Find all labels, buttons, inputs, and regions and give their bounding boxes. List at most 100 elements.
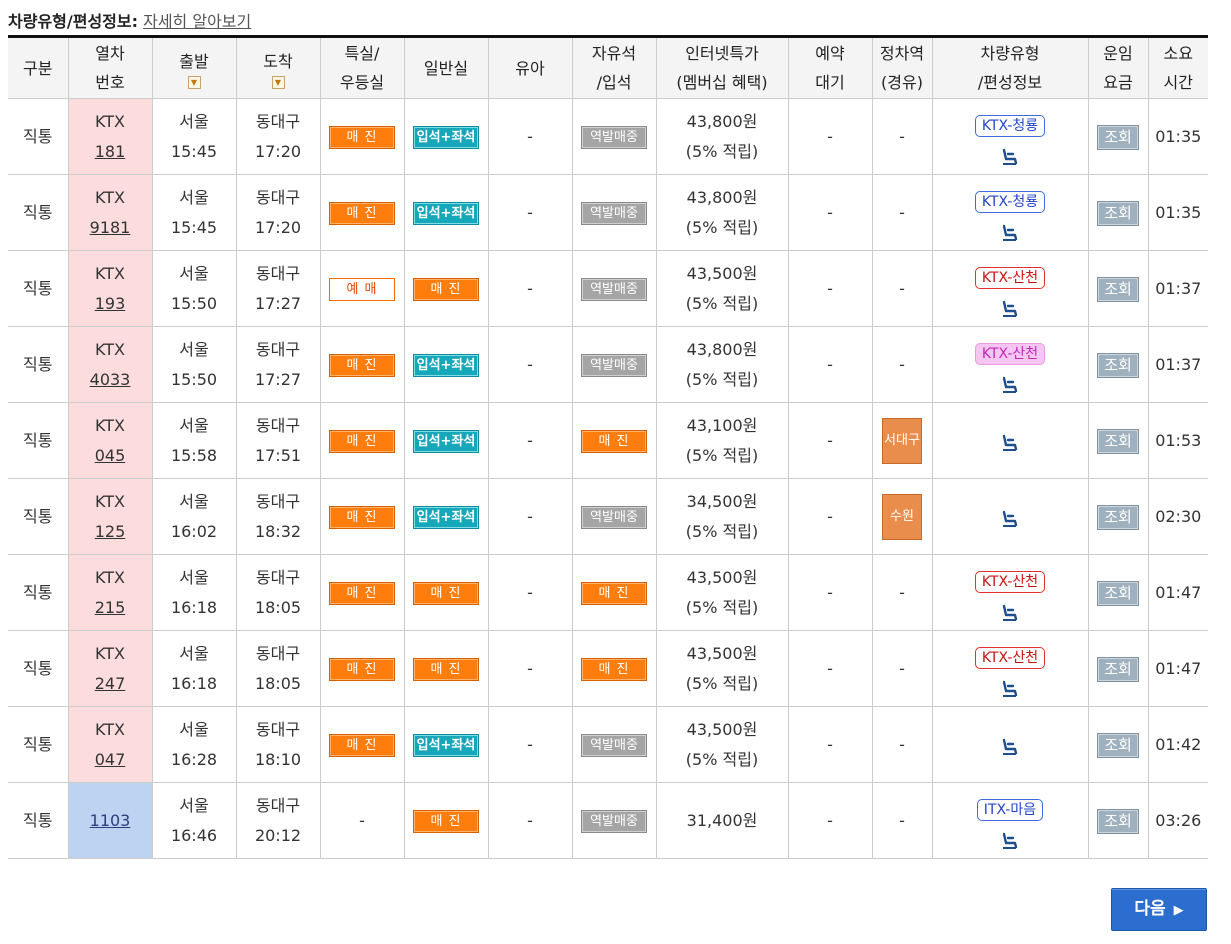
seat-map-icon[interactable] <box>1000 222 1020 241</box>
departure-time: 15:58 <box>170 445 218 465</box>
standing-seat-button[interactable]: 입석+좌석 <box>413 429 479 453</box>
internet-fare-cell: 34,500원 (5% 적립) <box>655 478 789 555</box>
col-duration-header: 소요 시간 <box>1147 36 1208 99</box>
vehicle-type-badge: ITX-마음 <box>976 798 1044 821</box>
train-number-link[interactable]: 4033 <box>89 369 131 389</box>
arrival-station: 동대구 <box>255 415 301 435</box>
infant-cell: - <box>487 98 573 175</box>
infant-value: - <box>527 202 533 222</box>
fare-query-button[interactable]: 조회 <box>1097 580 1139 606</box>
special-class-cell: 매 진 <box>319 326 405 403</box>
sold-out-badge: 매 진 <box>413 809 479 833</box>
arrival-cell: 동대구 17:27 <box>235 250 321 327</box>
stop-cell: 서대구 <box>871 402 933 479</box>
arrival-time: 17:51 <box>254 445 302 465</box>
fare-query-button[interactable]: 조회 <box>1097 504 1139 530</box>
arrival-time: 17:20 <box>254 141 302 161</box>
vehicle-info-cell: KTX-산천 <box>931 326 1089 403</box>
departure-time: 15:45 <box>170 217 218 237</box>
departure-cell: 서울 15:45 <box>151 98 237 175</box>
stop-value: - <box>899 354 905 374</box>
standing-seat-button[interactable]: 입석+좌석 <box>413 733 479 757</box>
learn-more-link[interactable]: 자세히 알아보기 <box>143 12 252 31</box>
fare-query-button[interactable]: 조회 <box>1097 352 1139 378</box>
departure-cell: 서울 15:45 <box>151 174 237 251</box>
seat-map-icon[interactable] <box>1000 146 1020 165</box>
next-button[interactable]: 다음 ▶ <box>1111 888 1207 931</box>
col-arrive-header[interactable]: 도착 ▼ <box>235 36 321 99</box>
general-class-cell: 매 진 <box>403 630 489 707</box>
train-number-link[interactable]: 181 <box>94 141 126 161</box>
seat-map-icon[interactable] <box>1000 830 1020 849</box>
train-brand: KTX <box>95 415 125 435</box>
seat-map-icon[interactable] <box>1000 678 1020 697</box>
stop-station-badge[interactable]: 서대구 <box>882 417 922 464</box>
train-number-link[interactable]: 125 <box>94 521 126 541</box>
table-row: 직통 1103 서울 16:46 동대구 20:12 - 매 진 - 역발매중 31,400원 - - I… <box>8 782 1208 859</box>
free-seat-cell: 역발매중 <box>571 326 657 403</box>
fare-query-button[interactable]: 조회 <box>1097 656 1139 682</box>
reserve-wait-value: - <box>827 582 833 602</box>
fare-query-button[interactable]: 조회 <box>1097 808 1139 834</box>
internet-fare-cell: 43,800원 (5% 적립) <box>655 326 789 403</box>
reserve-wait-value: - <box>827 354 833 374</box>
departure-station: 서울 <box>179 415 209 435</box>
train-brand: KTX <box>95 111 125 131</box>
train-number-link[interactable]: 045 <box>94 445 126 465</box>
arrival-station: 동대구 <box>255 643 301 663</box>
col-depart-header[interactable]: 출발 ▼ <box>151 36 237 99</box>
col-fare-header: 운임 요금 <box>1087 36 1149 99</box>
stop-value: - <box>899 734 905 754</box>
vehicle-info-cell <box>931 402 1089 479</box>
general-class-cell: 입석+좌석 <box>403 98 489 175</box>
sort-down-icon[interactable]: ▼ <box>271 76 285 89</box>
internet-price: 43,100원 <box>686 415 758 435</box>
seat-map-icon[interactable] <box>1000 374 1020 393</box>
internet-price: 43,500원 <box>686 263 758 283</box>
train-number-link[interactable]: 9181 <box>89 217 131 237</box>
free-seat-cell: 역발매중 <box>571 98 657 175</box>
internet-price: 43,500원 <box>686 643 758 663</box>
train-number-link[interactable]: 1103 <box>89 810 131 830</box>
fare-query-button[interactable]: 조회 <box>1097 428 1139 454</box>
internet-fare-cell: 31,400원 <box>655 782 789 859</box>
standing-seat-button[interactable]: 입석+좌석 <box>413 505 479 529</box>
table-row: 직통 KTX 181 서울 15:45 동대구 17:20 매 진 입석+좌석 - 역발매중 43,8… <box>8 98 1208 175</box>
fare-query-button[interactable]: 조회 <box>1097 200 1139 226</box>
fare-query-button[interactable]: 조회 <box>1097 732 1139 758</box>
seat-map-icon[interactable] <box>1000 736 1020 755</box>
fare-query-button[interactable]: 조회 <box>1097 124 1139 150</box>
train-number-link[interactable]: 047 <box>94 749 126 769</box>
stop-station-badge[interactable]: 수원 <box>882 493 922 540</box>
infant-cell: - <box>487 402 573 479</box>
seat-map-icon[interactable] <box>1000 508 1020 527</box>
train-brand: KTX <box>95 643 125 663</box>
departure-station: 서울 <box>179 719 209 739</box>
departure-cell: 서울 16:18 <box>151 630 237 707</box>
vehicle-type-badge: KTX-산천 <box>974 570 1046 593</box>
table-row: 직통 KTX 215 서울 16:18 동대구 18:05 매 진 매 진 - 매 진 43,500원… <box>8 554 1208 631</box>
fare-query-button[interactable]: 조회 <box>1097 276 1139 302</box>
table-row: 직통 KTX 047 서울 16:28 동대구 18:10 매 진 입석+좌석 - 역발매중 43,5… <box>8 706 1208 783</box>
departure-station: 서울 <box>179 339 209 359</box>
reserve-wait-value: - <box>827 278 833 298</box>
train-number-link[interactable]: 193 <box>94 293 126 313</box>
standing-seat-button[interactable]: 입석+좌석 <box>413 353 479 377</box>
standing-seat-button[interactable]: 입석+좌석 <box>413 201 479 225</box>
arrival-time: 17:27 <box>254 369 302 389</box>
train-number-link[interactable]: 247 <box>94 673 126 693</box>
fare-query-cell: 조회 <box>1087 326 1149 403</box>
seat-map-icon[interactable] <box>1000 298 1020 317</box>
train-number-link[interactable]: 215 <box>94 597 126 617</box>
sort-down-icon[interactable]: ▼ <box>187 76 201 89</box>
membership-benefit: (5% 적립) <box>685 445 759 465</box>
train-brand: KTX <box>95 567 125 587</box>
train-brand: KTX <box>95 719 125 739</box>
internet-price: 34,500원 <box>686 491 758 511</box>
seat-map-icon[interactable] <box>1000 602 1020 621</box>
reserve-wait-value: - <box>827 658 833 678</box>
book-button[interactable]: 예 매 <box>329 277 395 301</box>
seat-map-icon[interactable] <box>1000 432 1020 451</box>
infant-value: - <box>527 126 533 146</box>
standing-seat-button[interactable]: 입석+좌석 <box>413 125 479 149</box>
